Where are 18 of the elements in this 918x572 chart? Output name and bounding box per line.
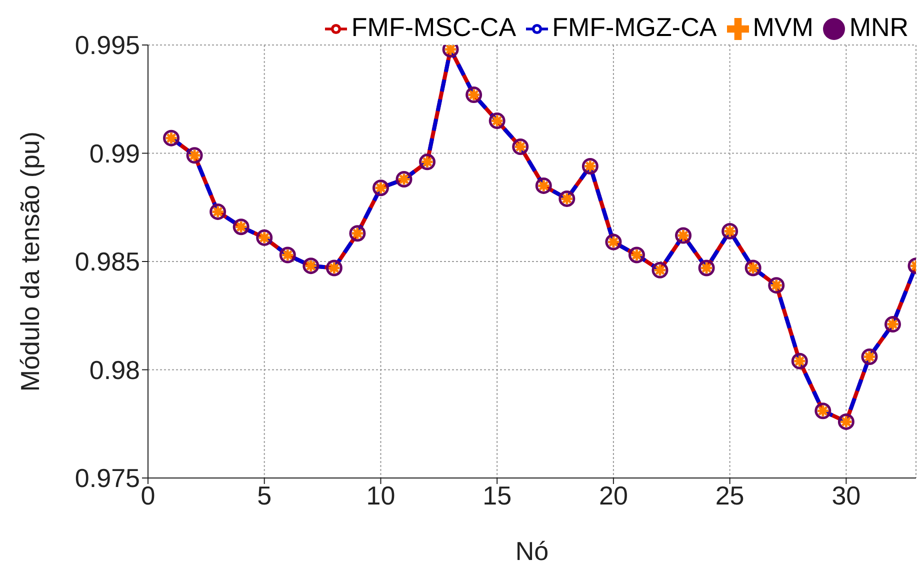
y-axis-title: Módulo da tensão (pu) (15, 131, 46, 392)
x-tick-label: 25 (715, 480, 744, 510)
legend-label: MVM (752, 12, 814, 42)
x-tick-label: 0 (140, 480, 156, 510)
y-tick-label: 0.98 (89, 354, 140, 385)
y-tick-label: 0.99 (89, 138, 140, 168)
y-tick-label: 0.995 (74, 30, 140, 60)
x-axis-title: Nó (515, 536, 549, 566)
x-tick-label: 20 (598, 480, 628, 510)
y-tick-label: 0.975 (74, 463, 140, 494)
legend-label: FMF-MGZ-CA (552, 12, 717, 42)
legend-label: FMF-MSC-CA (351, 12, 516, 42)
x-tick-label: 10 (366, 480, 396, 510)
x-tick-label: 15 (482, 480, 512, 510)
x-tick-label: 30 (832, 480, 861, 510)
y-tick-label: 0.985 (74, 246, 140, 277)
legend-label: MNR (849, 12, 909, 42)
x-tick-label: 5 (257, 480, 272, 510)
